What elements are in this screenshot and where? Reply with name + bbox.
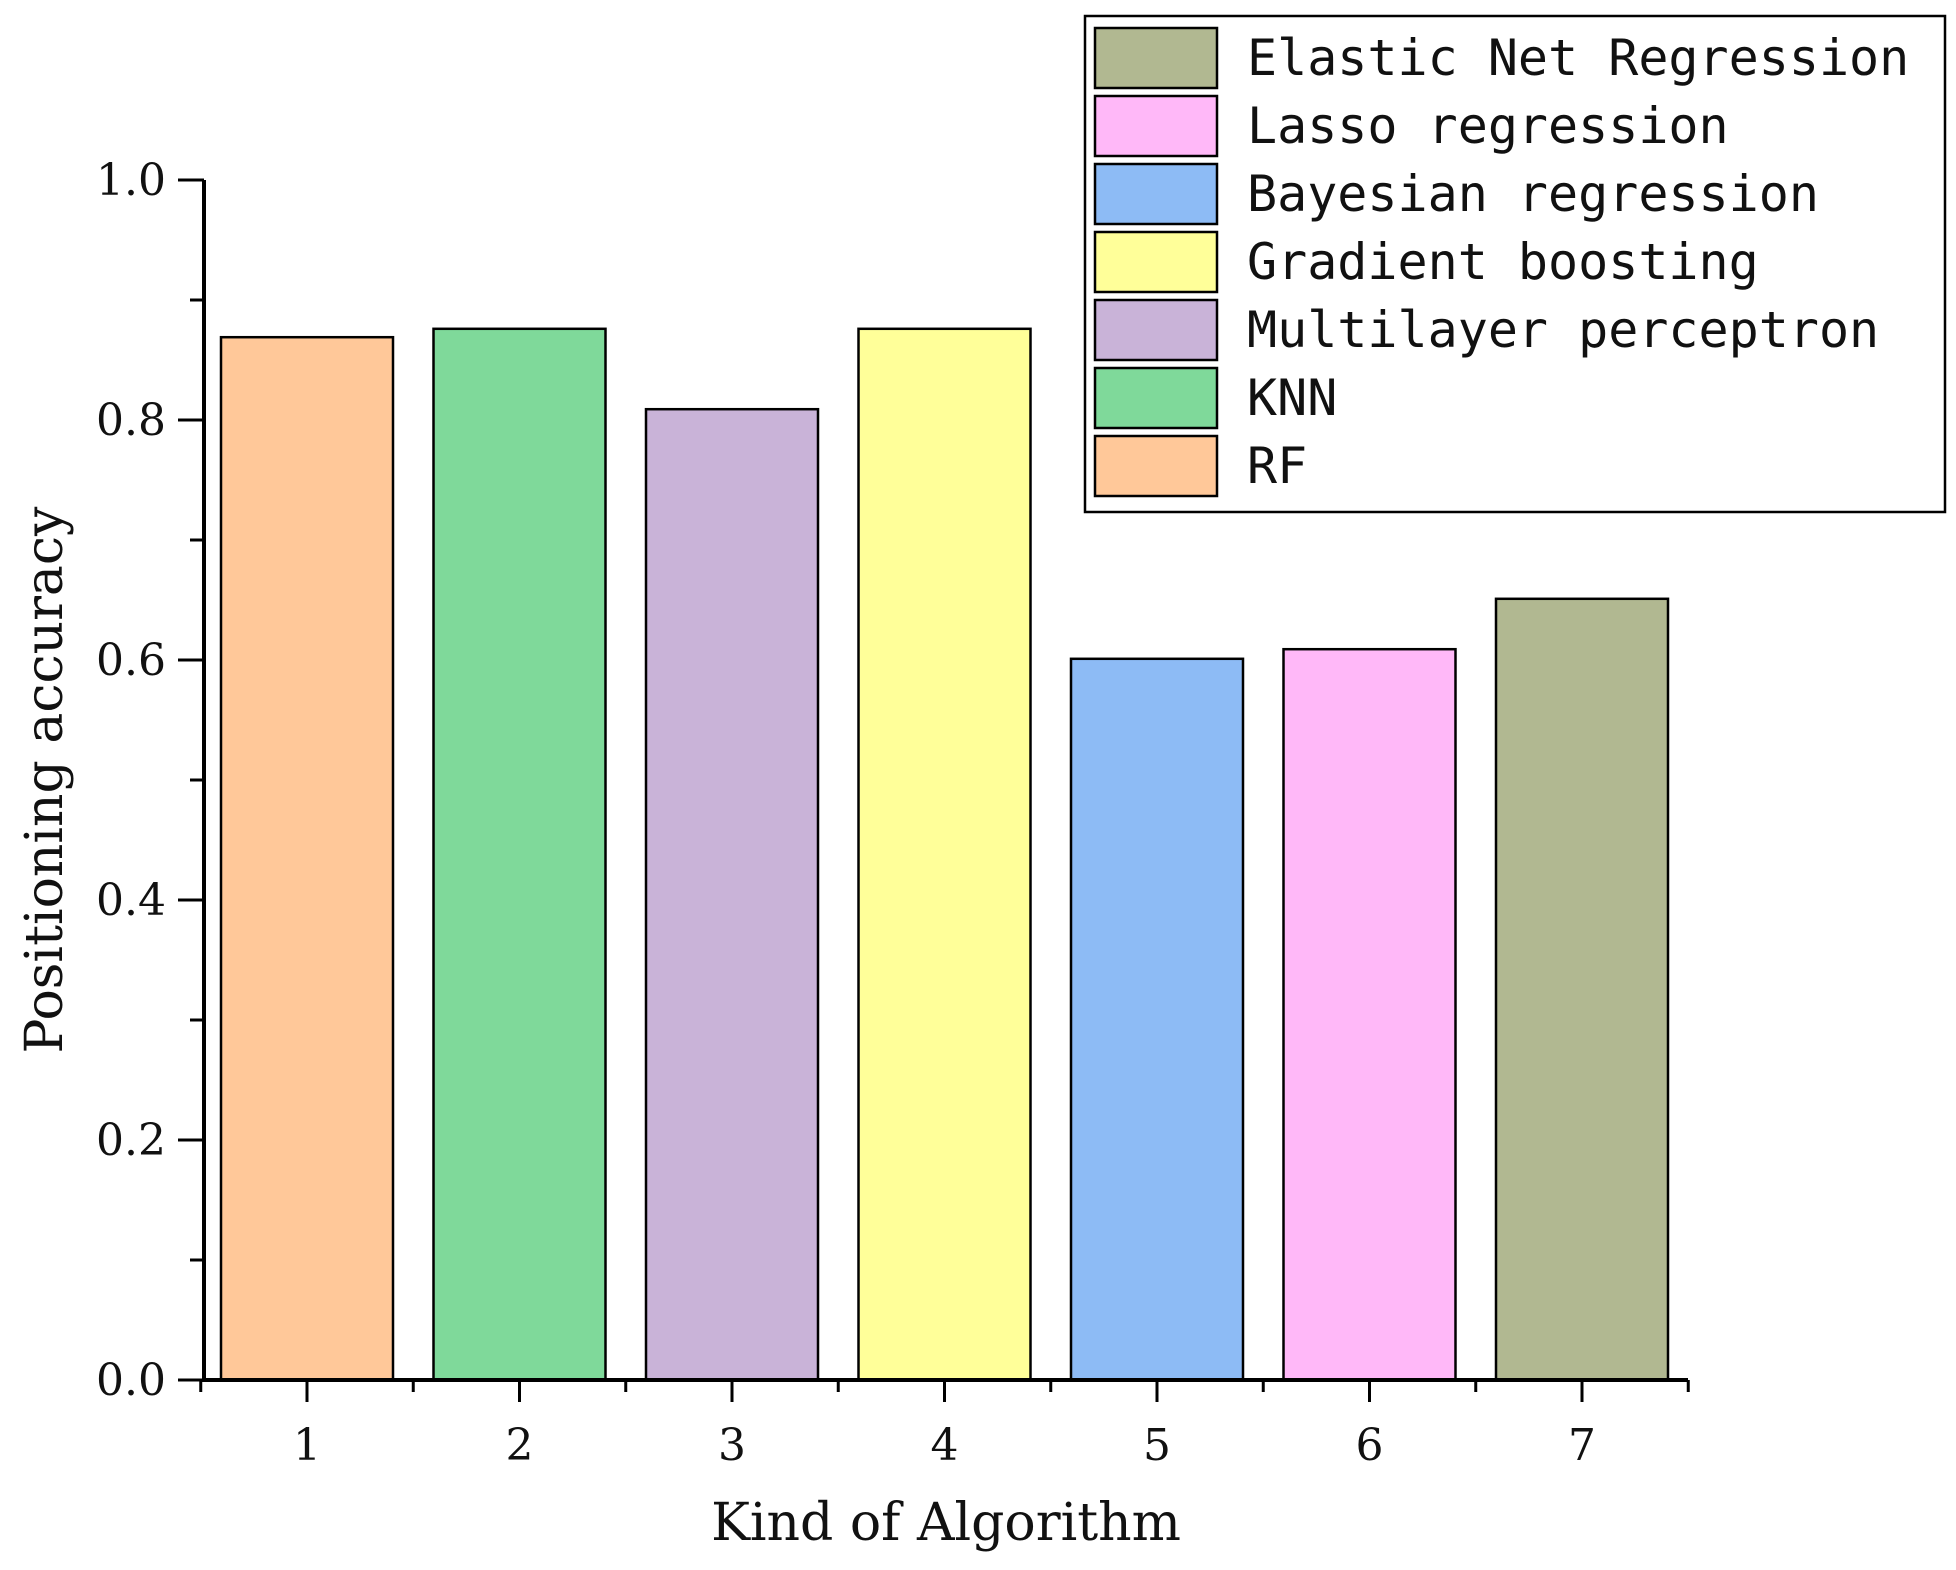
y-tick-label: 0.6 [96, 635, 166, 686]
y-axis-title: Positioning accuracy [15, 506, 75, 1053]
bar-5 [1069, 657, 1245, 1382]
bar-4 [857, 327, 1032, 1382]
legend-label: Lasso regression [1247, 97, 1729, 155]
x-tick-label: 3 [718, 1420, 746, 1471]
legend-label: Elastic Net Regression [1247, 29, 1909, 87]
x-tick-label: 6 [1356, 1420, 1384, 1471]
y-tick-label: 0.0 [96, 1355, 166, 1406]
legend-swatch [1093, 26, 1219, 90]
legend-swatch [1093, 434, 1219, 498]
y-ticks-group: 0.0 0.2 0.4 0.6 0.8 1.0 [96, 155, 204, 1406]
y-tick-label: 0.8 [96, 395, 166, 446]
bar-1 [219, 335, 395, 1382]
x-tick-label: 5 [1143, 1420, 1171, 1471]
legend-swatch [1093, 94, 1219, 158]
bar-6 [1282, 647, 1457, 1382]
legend-label: Gradient boosting [1247, 233, 1759, 291]
legend-label: RF [1247, 437, 1307, 495]
legend-label: KNN [1247, 369, 1337, 427]
y-tick-label: 1.0 [96, 155, 166, 206]
y-tick-label: 0.4 [96, 875, 166, 926]
legend-label: Bayesian regression [1247, 165, 1819, 223]
legend-swatch [1093, 162, 1219, 226]
legend-swatch [1093, 366, 1219, 430]
x-tick-label: 2 [506, 1420, 534, 1471]
legend-swatch [1093, 298, 1219, 362]
legend-box [1083, 14, 1947, 514]
legend-label: Multilayer perceptron [1247, 301, 1879, 359]
x-tick-label: 4 [931, 1420, 959, 1471]
bars-group [219, 327, 1670, 1382]
legend-swatch [1093, 230, 1219, 294]
legend: Elastic Net Regression Lasso regression Ba… [1083, 14, 1947, 514]
x-ticks-group: 1 2 3 4 5 6 7 [199, 1380, 1690, 1471]
bar-3 [644, 407, 820, 1382]
x-tick-label: 1 [293, 1420, 321, 1471]
x-tick-label: 7 [1568, 1420, 1596, 1471]
bar-7 [1494, 597, 1670, 1382]
y-tick-label: 0.2 [96, 1115, 166, 1166]
x-axis-title: Kind of Algorithm [711, 1493, 1181, 1553]
bar-2 [432, 327, 607, 1382]
